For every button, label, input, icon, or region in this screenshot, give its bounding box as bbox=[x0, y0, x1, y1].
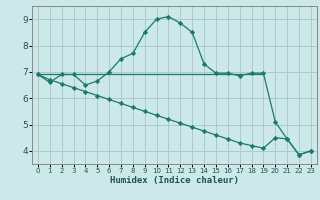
X-axis label: Humidex (Indice chaleur): Humidex (Indice chaleur) bbox=[110, 176, 239, 185]
